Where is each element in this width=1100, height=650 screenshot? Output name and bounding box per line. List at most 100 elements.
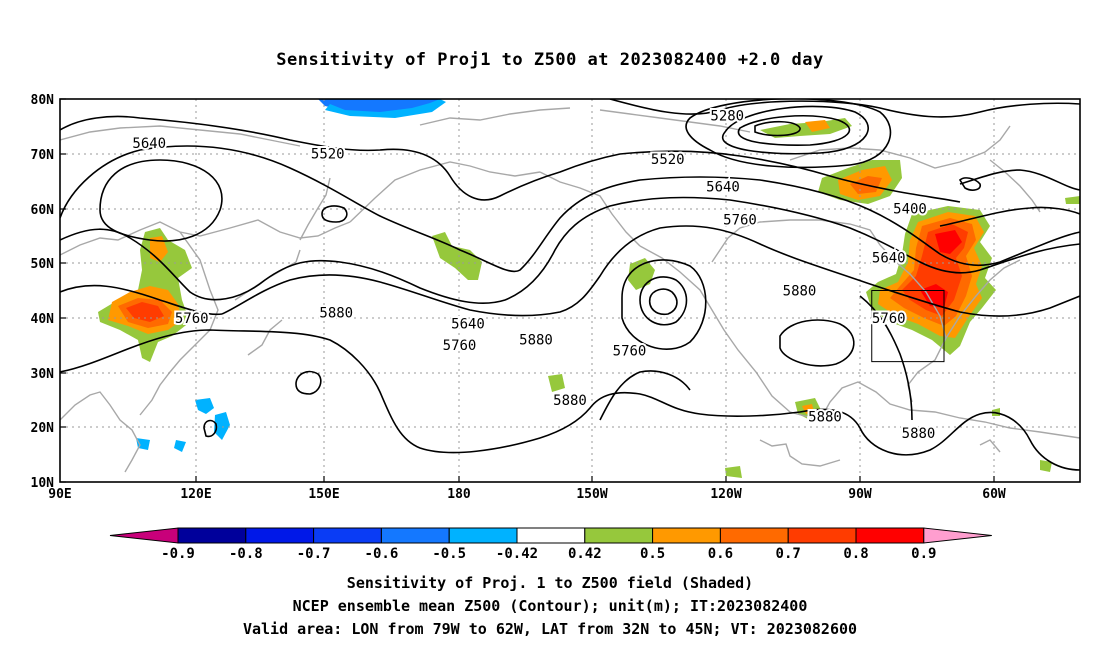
colorbar-labels: -0.9 -0.8 -0.7 -0.6 -0.5 -0.42 0.42 0.5 0.6 0.7 0.… bbox=[161, 546, 936, 562]
positive-sensitivity-region bbox=[935, 230, 962, 254]
lat-label: 80N bbox=[31, 93, 55, 108]
lon-label: 150E bbox=[308, 487, 339, 502]
colorbar-tick-label: -0.9 bbox=[161, 546, 195, 562]
lat-label: 20N bbox=[31, 421, 55, 436]
contour-5400 bbox=[685, 99, 892, 169]
contour-5760-b bbox=[60, 284, 223, 316]
lat-label: 40N bbox=[31, 312, 55, 327]
valid-area-box bbox=[871, 290, 945, 363]
colorbar: -0.9 -0.8 -0.7 -0.6 -0.5 -0.42 0.42 0.5 0.6 0.7 0.… bbox=[109, 527, 992, 562]
contour-label: 5400 bbox=[893, 201, 927, 217]
lat-label: 60N bbox=[31, 203, 55, 218]
positive-sensitivity-region bbox=[548, 374, 565, 392]
colorbar-tick-label: 0.9 bbox=[911, 546, 936, 562]
contour-east-atlantic bbox=[959, 169, 1080, 191]
colorbar-over-triangle bbox=[923, 527, 992, 544]
contour-5880 bbox=[221, 225, 1080, 317]
colorbar-cells bbox=[109, 527, 992, 544]
lat-label: 10N bbox=[31, 476, 55, 491]
map-panel: 5280 5640 5520 5520 5640 5760 5400 5640 5880 5760… bbox=[31, 93, 1081, 502]
contour-5280 bbox=[721, 105, 869, 155]
colorbar-tick-label: -0.7 bbox=[297, 546, 331, 562]
contour-5760 bbox=[60, 196, 1080, 305]
colorbar-cell bbox=[584, 527, 654, 544]
contour-5760-low-inner bbox=[648, 288, 678, 316]
contour-5760-low-outer bbox=[621, 259, 707, 350]
negative-sensitivity-region bbox=[214, 412, 230, 440]
colorbar-cell bbox=[652, 527, 721, 544]
contour-label: 5760 bbox=[872, 311, 906, 327]
negative-sensitivity-region bbox=[325, 99, 446, 118]
contour-label: 5640 bbox=[451, 316, 485, 332]
contour-label: 5880 bbox=[519, 333, 553, 349]
colorbar-cell bbox=[516, 527, 586, 544]
negative-sensitivity-region bbox=[174, 440, 186, 452]
lon-label: 180 bbox=[447, 487, 471, 502]
contour-high-eastern bbox=[779, 319, 855, 367]
longitude-labels: 90E 120E 150E 180 150W 120W 90W 60W bbox=[48, 487, 1006, 502]
contour-label: 5640 bbox=[132, 136, 166, 152]
contour-label-layer: 5280 5640 5520 5520 5640 5760 5400 5640 5880 5760… bbox=[130, 106, 937, 443]
contour-high-pacific bbox=[295, 370, 322, 395]
contour-label: 5520 bbox=[311, 147, 345, 163]
contour-label: 5880 bbox=[319, 305, 353, 321]
z500-contours bbox=[60, 99, 1080, 471]
positive-sensitivity-region bbox=[805, 120, 830, 132]
axis-ticks bbox=[60, 98, 995, 483]
contour-label: 5760 bbox=[175, 311, 209, 327]
colorbar-tick-label: -0.42 bbox=[496, 546, 538, 562]
contour-label: 5880 bbox=[808, 409, 842, 425]
caption-contour: NCEP ensemble mean Z500 (Contour); unit(… bbox=[292, 597, 808, 615]
contour-5880-south bbox=[60, 329, 1080, 471]
contour-5520-west bbox=[60, 115, 961, 203]
positive-sensitivity-region bbox=[1040, 460, 1052, 472]
latitude-labels: 80N 70N 60N 50N 40N 30N 20N 10N bbox=[31, 93, 55, 491]
lon-label: 90W bbox=[848, 487, 872, 502]
lon-label: 150W bbox=[576, 487, 607, 502]
colorbar-under-triangle bbox=[109, 527, 179, 544]
colorbar-tick-label: 0.6 bbox=[708, 546, 733, 562]
contour-label: 5640 bbox=[872, 251, 906, 267]
contour-label: 5760 bbox=[613, 344, 647, 360]
map-frame bbox=[59, 98, 1081, 483]
contour-east-atlantic2 bbox=[939, 206, 1080, 227]
contour-5760-low bbox=[639, 276, 688, 326]
colorbar-tick-label: 0.42 bbox=[568, 546, 602, 562]
lon-label: 60W bbox=[982, 487, 1006, 502]
contour-label: 5640 bbox=[706, 180, 740, 196]
colorbar-cell bbox=[448, 527, 518, 544]
lat-label: 30N bbox=[31, 367, 55, 382]
lat-label: 50N bbox=[31, 257, 55, 272]
positive-sensitivity-region bbox=[1065, 196, 1080, 204]
map-title: Sensitivity of Proj1 to Z500 at 20230824… bbox=[276, 50, 824, 70]
lon-label: 120E bbox=[180, 487, 211, 502]
contour-5640 bbox=[60, 145, 1080, 273]
colorbar-cell bbox=[177, 527, 247, 544]
contour-mid-atlantic bbox=[859, 295, 913, 421]
positive-sensitivity-region bbox=[126, 302, 164, 322]
lat-lon-grid bbox=[60, 99, 1080, 482]
colorbar-cell bbox=[719, 527, 789, 544]
caption-valid-area: Valid area: LON from 79W to 62W, LAT fro… bbox=[242, 620, 858, 638]
colorbar-tick-label: -0.6 bbox=[365, 546, 399, 562]
positive-sensitivity-region bbox=[725, 466, 742, 478]
lon-label: 120W bbox=[710, 487, 741, 502]
colorbar-cell bbox=[245, 527, 315, 544]
colorbar-tick-label: -0.5 bbox=[432, 546, 466, 562]
negative-sensitivity-region bbox=[195, 398, 214, 414]
caption-shaded: Sensitivity of Proj. 1 to Z500 field (Sh… bbox=[346, 574, 754, 592]
colorbar-tick-label: 0.8 bbox=[843, 546, 868, 562]
contour-label: 5760 bbox=[723, 212, 757, 228]
colorbar-tick-label: 0.7 bbox=[776, 546, 801, 562]
contour-5280 bbox=[737, 115, 851, 146]
contour-5880-pacific-ring bbox=[599, 370, 691, 421]
contour-siberia-low bbox=[99, 159, 223, 242]
contour-5280 bbox=[754, 120, 801, 137]
lon-label: 90E bbox=[48, 487, 71, 502]
positive-sensitivity-region bbox=[432, 232, 482, 280]
colorbar-cell bbox=[855, 527, 925, 544]
colorbar-cell bbox=[380, 527, 450, 544]
lat-label: 70N bbox=[31, 148, 55, 163]
contour-label: 5880 bbox=[783, 284, 817, 300]
contour-label: 5760 bbox=[443, 338, 477, 354]
